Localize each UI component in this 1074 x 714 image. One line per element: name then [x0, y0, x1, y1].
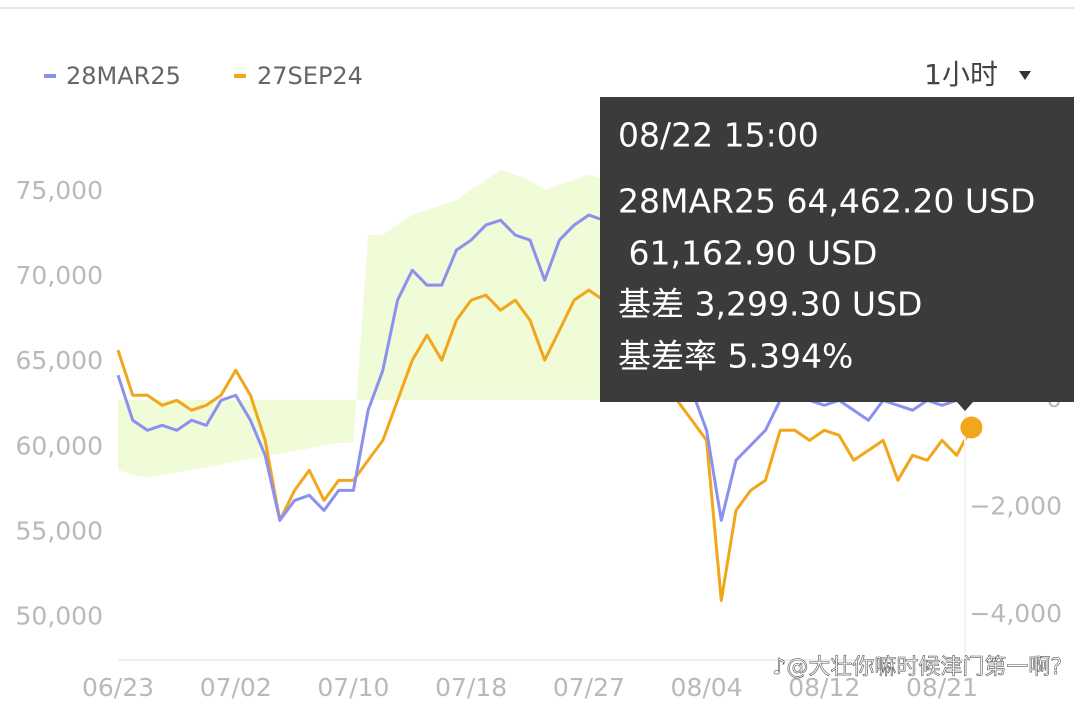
- tooltip-row: 28MAR25 64,462.20 USD: [618, 182, 1035, 221]
- x-tick-label: 08/12: [788, 673, 860, 702]
- tooltip: 08/22 15:00 28MAR25 64,462.20 USD 61,162…: [600, 97, 1074, 411]
- tooltip-row: 基差率 5.394%: [618, 337, 853, 376]
- y-tick-label: 60,000: [16, 431, 103, 460]
- x-tick-label: 08/21: [906, 673, 978, 702]
- y-tick-label: 50,000: [16, 601, 103, 630]
- tooltip-pointer: [957, 402, 973, 411]
- tooltip-row: 61,162.90 USD: [618, 234, 877, 273]
- legend-label: 27SEP24: [257, 62, 363, 90]
- tooltip-row: 基差 3,299.30 USD: [618, 285, 922, 324]
- y-tick-label: 65,000: [16, 346, 103, 375]
- watermark: ♪@大壮你嘛时候津门第一啊?: [772, 655, 1062, 680]
- x-tick-label: 08/04: [671, 673, 743, 702]
- interval-selector[interactable]: 1小时: [924, 58, 1031, 91]
- dropdown-arrow[interactable]: [1019, 71, 1031, 80]
- x-tick-label: 07/10: [317, 673, 389, 702]
- y2-tick-label: −2,000: [969, 491, 1062, 520]
- y-tick-label: 75,000: [16, 176, 103, 205]
- x-tick-label: 07/27: [553, 673, 625, 702]
- interval-label[interactable]: 1小时: [924, 58, 998, 91]
- y-tick-label: 55,000: [16, 516, 103, 545]
- x-tick-label: 07/02: [200, 673, 272, 702]
- x-tick-label: 07/18: [435, 673, 507, 702]
- legend-label: 28MAR25: [66, 62, 181, 90]
- tooltip-time: 08/22 15:00: [618, 116, 819, 155]
- hover-dot: [960, 416, 983, 439]
- x-tick-label: 06/23: [82, 673, 154, 702]
- y-tick-label: 70,000: [16, 261, 103, 290]
- y2-tick-label: −4,000: [969, 599, 1062, 628]
- series-line: [116, 288, 973, 602]
- series-line: [116, 213, 973, 522]
- tooltip-box: [600, 97, 1074, 402]
